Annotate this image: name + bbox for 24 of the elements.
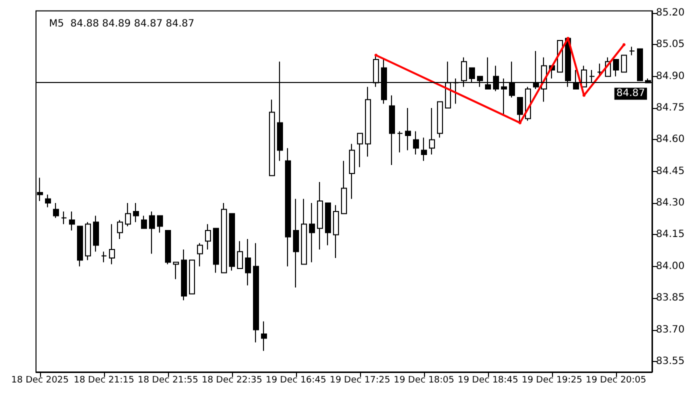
ref-line-label: 84.87 — [616, 88, 645, 100]
x-tick-label: 19 Dec 16:45 — [266, 376, 326, 386]
x-tick-label: 19 Dec 19:25 — [522, 376, 582, 386]
x-tick-label: 19 Dec 18:45 — [458, 376, 518, 386]
y-tick-label: 84.75 — [656, 102, 685, 114]
x-tick-label: 19 Dec 17:25 — [330, 376, 390, 386]
x-tick-label: 19 Dec 20:05 — [586, 376, 646, 386]
x-tick-label: 18 Dec 22:35 — [202, 376, 262, 386]
y-tick-label: 84.00 — [656, 260, 685, 272]
y-tick-label: 85.05 — [656, 39, 685, 50]
text: M5 84.88 84.89 84.87 84.87 — [49, 18, 194, 30]
y-tick-label: 84.30 — [656, 198, 685, 209]
y-tick-label: 85.20 — [656, 8, 685, 18]
y-tick-label: 84.60 — [656, 134, 685, 146]
x-tick-label: 18 Dec 2025 — [11, 376, 69, 386]
y-tick-label: 83.85 — [656, 292, 685, 304]
x-tick-label: 19 Dec 18:05 — [394, 376, 454, 386]
x-tick-label: 18 Dec 21:55 — [138, 376, 198, 386]
y-tick-label: 83.70 — [656, 324, 685, 336]
y-tick-label: 84.90 — [656, 70, 685, 82]
x-tick-label: 18 Dec 21:15 — [74, 376, 134, 386]
y-tick-label: 84.15 — [656, 229, 685, 240]
y-tick-label: 84.45 — [656, 166, 685, 177]
y-tick-label: 83.55 — [656, 356, 685, 367]
